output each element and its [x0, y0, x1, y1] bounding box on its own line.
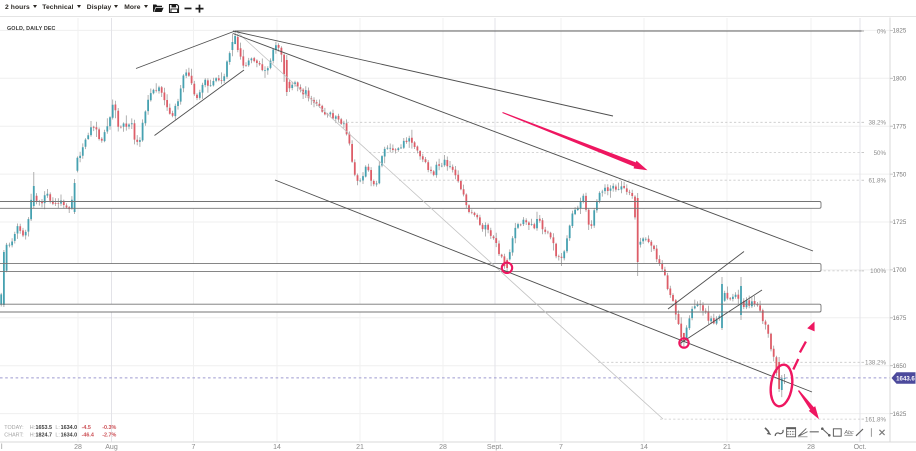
- svg-text:1825: 1825: [893, 28, 907, 35]
- svg-text:GOLD, DAILY DEC: GOLD, DAILY DEC: [7, 26, 56, 32]
- svg-text:-46.4: -46.4: [82, 433, 94, 439]
- svg-text:1650: 1650: [893, 363, 907, 370]
- svg-text:1634.0: 1634.0: [61, 425, 78, 431]
- svg-text:Sept.: Sept.: [487, 444, 503, 451]
- svg-text:1725: 1725: [893, 219, 907, 226]
- svg-text:7: 7: [192, 444, 196, 451]
- svg-text:Aug: Aug: [105, 444, 118, 451]
- svg-text:21: 21: [723, 444, 731, 451]
- svg-text:1625: 1625: [893, 411, 907, 418]
- svg-text:1824.7: 1824.7: [36, 433, 53, 439]
- svg-text:1700: 1700: [893, 267, 907, 274]
- svg-text:L:: L:: [55, 425, 60, 431]
- svg-text:Oct.: Oct.: [854, 444, 867, 451]
- svg-text:-0.3%: -0.3%: [102, 425, 116, 431]
- svg-text:50%: 50%: [874, 150, 887, 157]
- svg-text:Abc: Abc: [843, 430, 854, 436]
- svg-text:138.2%: 138.2%: [865, 360, 886, 367]
- svg-text:1675: 1675: [893, 315, 907, 322]
- svg-text:28: 28: [807, 444, 815, 451]
- svg-text:TODAY:: TODAY:: [4, 425, 23, 431]
- svg-text:CHART:: CHART:: [4, 433, 23, 439]
- svg-text:14: 14: [273, 444, 281, 451]
- svg-text:-4.5: -4.5: [82, 425, 91, 431]
- svg-text:1800: 1800: [893, 76, 907, 83]
- svg-text:L:: L:: [55, 433, 60, 439]
- svg-text:1775: 1775: [893, 123, 907, 130]
- svg-text:1634.0: 1634.0: [61, 433, 78, 439]
- svg-text:7: 7: [559, 444, 563, 451]
- svg-text:100%: 100%: [870, 268, 886, 275]
- svg-text:161.8%: 161.8%: [865, 416, 886, 423]
- svg-text:1750: 1750: [893, 171, 907, 178]
- svg-text:H:: H:: [30, 425, 35, 431]
- svg-text:-2.7%: -2.7%: [102, 433, 116, 439]
- svg-text:21: 21: [356, 444, 364, 451]
- svg-text:1643.6: 1643.6: [896, 376, 915, 383]
- svg-text:38.2%: 38.2%: [868, 120, 886, 127]
- svg-text:l: l: [1, 444, 3, 451]
- svg-text:0%: 0%: [877, 28, 886, 35]
- svg-text:1653.5: 1653.5: [36, 425, 53, 431]
- svg-text:61.8%: 61.8%: [868, 178, 886, 185]
- svg-text:28: 28: [74, 444, 82, 451]
- svg-text:14: 14: [640, 444, 648, 451]
- svg-text:H:: H:: [30, 433, 35, 439]
- svg-text:28: 28: [439, 444, 447, 451]
